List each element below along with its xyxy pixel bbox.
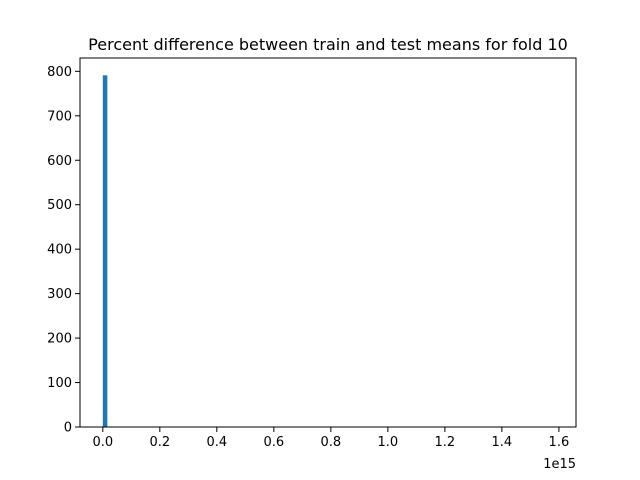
x-tick-label: 1.0 <box>378 435 399 450</box>
y-tick-label: 500 <box>47 198 72 213</box>
y-tick-label: 800 <box>47 65 72 80</box>
y-tick-label: 700 <box>47 109 72 124</box>
y-tick-label: 100 <box>47 376 72 391</box>
y-tick-label: 400 <box>47 243 72 258</box>
histogram-bar-0 <box>102 75 108 427</box>
y-tick-label: 0 <box>64 421 72 436</box>
x-tick-label: 1.4 <box>492 435 513 450</box>
x-tick-label: 0.6 <box>263 435 284 450</box>
axes-frame <box>79 57 577 428</box>
y-tick-label: 600 <box>47 154 72 169</box>
y-axis-ticks: 0 100 200 300 400 500 600 700 800 <box>47 65 80 436</box>
x-tick-label: 1.6 <box>549 435 570 450</box>
x-axis-ticks: 0.0 0.2 0.4 0.6 0.8 1.0 1.2 1.4 1.6 <box>92 427 569 450</box>
x-tick-label: 0.4 <box>206 435 227 450</box>
x-tick-label: 0.0 <box>92 435 113 450</box>
chart-title: Percent difference between train and tes… <box>88 35 568 54</box>
x-tick-label: 0.2 <box>149 435 170 450</box>
x-axis-offset-label: 1e15 <box>543 457 576 472</box>
bars-layer <box>102 75 108 427</box>
y-tick-label: 200 <box>47 332 72 347</box>
x-tick-label: 0.8 <box>321 435 342 450</box>
x-tick-label: 1.2 <box>435 435 456 450</box>
y-tick-label: 300 <box>47 287 72 302</box>
